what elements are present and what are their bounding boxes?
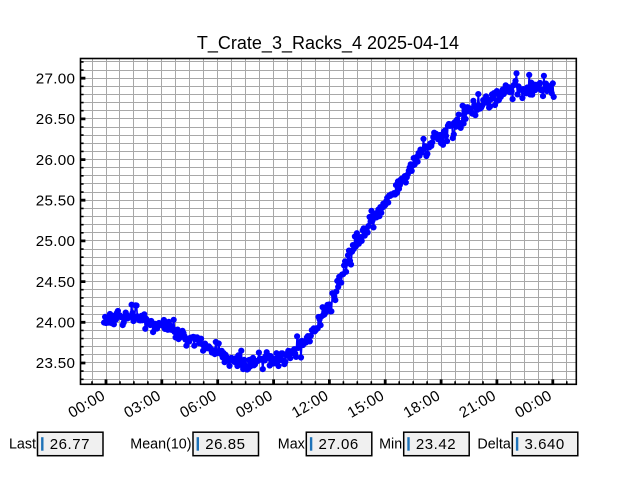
svg-text:26.77: 26.77 bbox=[50, 436, 90, 453]
svg-text:26.50: 26.50 bbox=[36, 111, 76, 128]
svg-text:26.85: 26.85 bbox=[205, 436, 245, 453]
svg-text:24.00: 24.00 bbox=[36, 315, 76, 332]
svg-text:Last: Last bbox=[9, 436, 36, 452]
svg-text:27.00: 27.00 bbox=[36, 70, 76, 87]
svg-text:3.640: 3.640 bbox=[525, 436, 565, 453]
svg-text:Delta: Delta bbox=[477, 436, 510, 452]
svg-text:27.06: 27.06 bbox=[319, 436, 359, 453]
svg-text:Min: Min bbox=[379, 436, 402, 452]
svg-text:25.00: 25.00 bbox=[36, 233, 76, 250]
svg-text:Mean(10): Mean(10) bbox=[130, 436, 191, 452]
svg-text:26.00: 26.00 bbox=[36, 152, 76, 169]
svg-text:25.50: 25.50 bbox=[36, 192, 76, 209]
svg-text:23.50: 23.50 bbox=[36, 355, 76, 372]
svg-text:Max: Max bbox=[278, 436, 305, 452]
svg-text:24.50: 24.50 bbox=[36, 274, 76, 291]
svg-text:T_Crate_3_Racks_4 2025-04-14: T_Crate_3_Racks_4 2025-04-14 bbox=[197, 33, 459, 54]
svg-text:23.42: 23.42 bbox=[416, 436, 456, 453]
